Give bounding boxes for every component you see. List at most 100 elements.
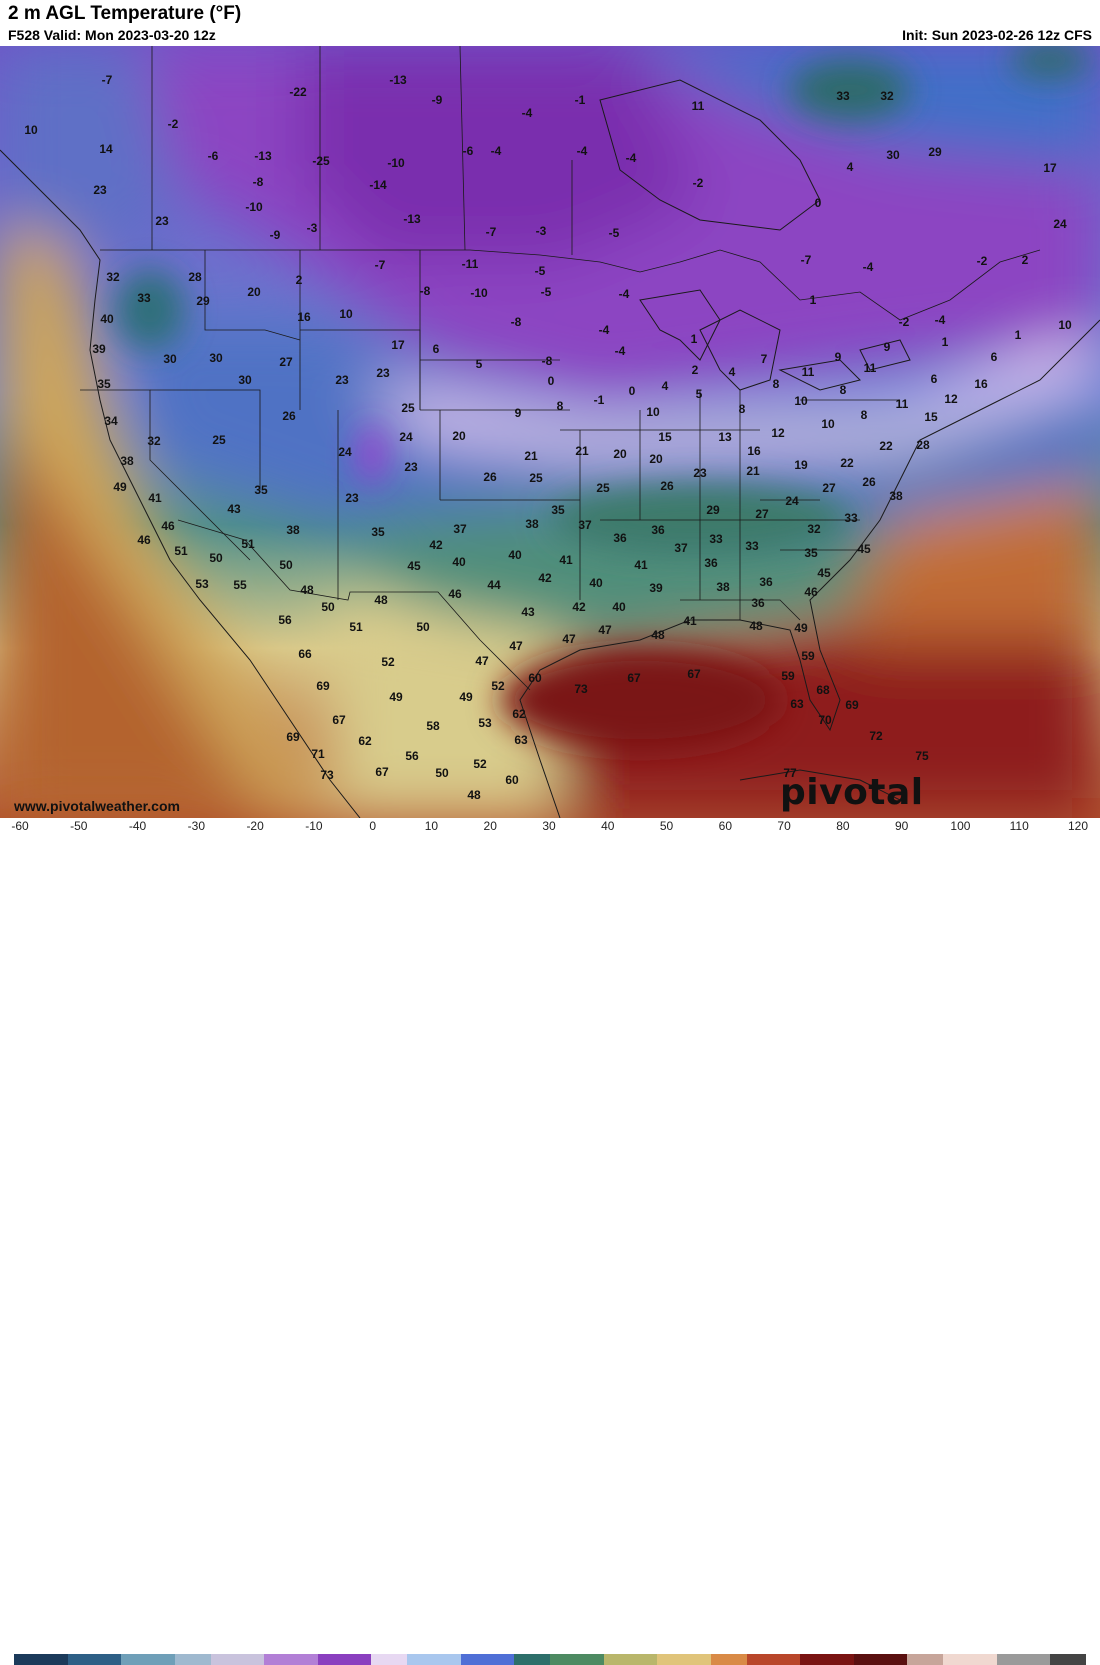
temperature-value: 48 xyxy=(651,628,665,642)
temperature-value: 67 xyxy=(375,765,389,779)
scale-swatch xyxy=(818,1654,837,1665)
temperature-value: 43 xyxy=(227,502,241,516)
temperature-value: 22 xyxy=(879,439,893,453)
scale-swatch xyxy=(585,1654,605,1665)
temperature-value: -9 xyxy=(270,228,281,242)
temperature-value: 44 xyxy=(487,578,501,592)
temperature-value: 53 xyxy=(478,716,492,730)
coastlines xyxy=(0,79,1100,818)
temperature-value: 70 xyxy=(818,713,832,727)
temperature-value: 60 xyxy=(528,671,542,685)
scale-swatch xyxy=(907,1654,926,1665)
scale-swatch xyxy=(943,1654,962,1665)
temperature-value: 36 xyxy=(613,531,627,545)
temperature-value: 49 xyxy=(113,480,127,494)
scale-swatch xyxy=(1032,1654,1051,1665)
scale-tick-label: 40 xyxy=(601,819,615,833)
temperature-value: 47 xyxy=(562,632,576,646)
temperature-value: -13 xyxy=(254,149,272,163)
scale-tick-label: -60 xyxy=(11,819,29,833)
temperature-value: 33 xyxy=(709,532,723,546)
scale-swatch xyxy=(496,1654,515,1665)
scale-tick-label: -20 xyxy=(246,819,264,833)
temperature-value: 46 xyxy=(161,519,175,533)
scale-tick-label: 100 xyxy=(950,819,971,833)
temperature-value: 1 xyxy=(1015,328,1022,342)
temperature-value: -3 xyxy=(307,221,318,235)
temperature-value: 12 xyxy=(944,392,958,406)
scale-swatch xyxy=(550,1654,569,1665)
temperature-value: 42 xyxy=(572,600,586,614)
scale-swatch xyxy=(978,1654,998,1665)
temperature-value: 25 xyxy=(529,471,543,485)
temperature-value: 4 xyxy=(662,379,669,393)
temperature-value: -6 xyxy=(208,149,219,163)
temperature-value: 10 xyxy=(339,307,353,321)
temperature-value: 9 xyxy=(835,350,842,364)
temperature-value: 23 xyxy=(93,183,107,197)
temperature-value: -8 xyxy=(420,284,431,298)
temperature-value: 66 xyxy=(298,647,312,661)
temperature-value: 51 xyxy=(174,544,188,558)
scale-swatch xyxy=(996,1654,1016,1665)
temperature-value: 0 xyxy=(629,384,636,398)
temperature-value: 47 xyxy=(598,623,612,637)
temperature-value: 19 xyxy=(794,458,808,472)
temperature-value: 40 xyxy=(100,312,114,326)
temperature-value: -4 xyxy=(619,287,630,301)
scale-swatch xyxy=(764,1654,783,1665)
scale-swatch xyxy=(282,1654,301,1665)
valid-time: F528 Valid: Mon 2023-03-20 12z xyxy=(8,27,216,43)
temperature-value: 20 xyxy=(247,285,261,299)
temperature-value: -4 xyxy=(491,144,502,158)
temperature-value: 62 xyxy=(512,707,526,721)
scale-swatch xyxy=(85,1654,104,1665)
temperature-value: 27 xyxy=(755,507,769,521)
temperature-value: 49 xyxy=(794,621,808,635)
temperature-value: 11 xyxy=(864,361,877,375)
temperature-value: 21 xyxy=(575,444,589,458)
temperature-value: 48 xyxy=(749,619,763,633)
scale-swatch xyxy=(800,1654,819,1665)
temperature-value: -6 xyxy=(463,144,474,158)
temperature-value: 37 xyxy=(674,541,688,555)
temperature-value: 41 xyxy=(559,553,573,567)
temperature-value: 5 xyxy=(476,357,483,371)
temperature-value: 48 xyxy=(300,583,314,597)
temperature-value: 45 xyxy=(857,542,871,556)
scale-swatch xyxy=(960,1654,980,1665)
scale-swatch xyxy=(49,1654,69,1665)
website-text: www.pivotalweather.com xyxy=(14,798,180,814)
temperature-value: 73 xyxy=(574,682,588,696)
scale-swatch xyxy=(1050,1654,1069,1665)
temperature-value: -5 xyxy=(541,285,552,299)
scale-swatch xyxy=(460,1654,480,1665)
scale-tick-label: -30 xyxy=(187,819,205,833)
temperature-value: -4 xyxy=(577,144,588,158)
temperature-value: 4 xyxy=(729,365,736,379)
temperature-value: 21 xyxy=(524,449,538,463)
temperature-value: 14 xyxy=(99,142,113,156)
temperature-value: -14 xyxy=(369,178,387,192)
temperature-value: 41 xyxy=(634,558,648,572)
temperature-value: 8 xyxy=(557,399,564,413)
temperature-value: -8 xyxy=(511,315,522,329)
temperature-value: 6 xyxy=(991,350,998,364)
temperature-value: 38 xyxy=(286,523,300,537)
temperature-value: -7 xyxy=(801,253,812,267)
scale-tick-label: 70 xyxy=(777,819,791,833)
temperature-value: 30 xyxy=(163,352,177,366)
temperature-value: 16 xyxy=(747,444,761,458)
scale-swatch xyxy=(156,1654,176,1665)
temperature-value: 29 xyxy=(928,145,942,159)
temperature-value: 2 xyxy=(692,363,699,377)
temperature-value: -4 xyxy=(615,344,626,358)
temperature-value: -7 xyxy=(486,225,497,239)
scale-swatch xyxy=(514,1654,533,1665)
temperature-value: 36 xyxy=(759,575,773,589)
scale-swatch xyxy=(478,1654,497,1665)
temperature-value: 30 xyxy=(886,148,900,162)
temperature-value: -2 xyxy=(693,176,704,190)
scale-swatch xyxy=(1014,1654,1033,1665)
